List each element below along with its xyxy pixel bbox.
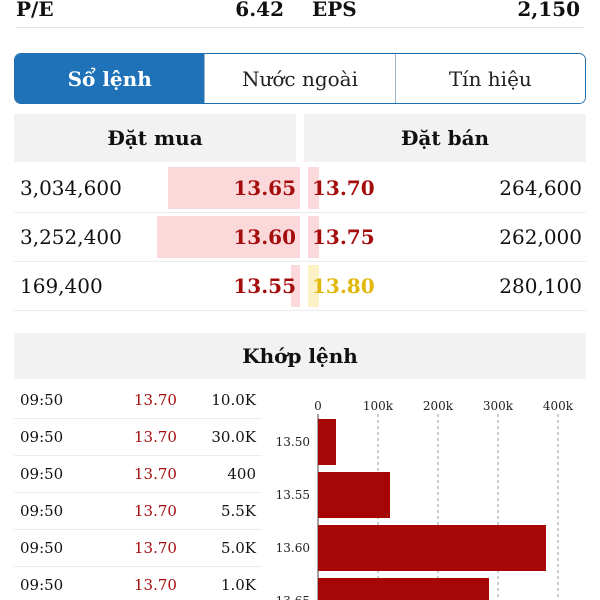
trade-time: 09:50 (20, 428, 64, 446)
sell-side: 13.75 262,000 (308, 213, 586, 261)
trade-volume: 30.0K (211, 428, 256, 446)
sell-volume: 262,000 (499, 225, 582, 249)
sell-side: 13.70 264,600 (308, 164, 586, 212)
trade-row: 09:50 13.70 5.0K (14, 530, 262, 567)
buy-volume: 169,400 (20, 274, 103, 298)
trade-price: 13.70 (134, 391, 177, 409)
buy-side: 3,034,600 13.65 (14, 164, 300, 212)
trade-time: 09:50 (20, 391, 64, 409)
y-tick-label: 13.55 (276, 488, 310, 502)
x-tick-label: 300k (483, 399, 514, 413)
y-tick-label: 13.60 (276, 541, 310, 555)
trade-list: 09:50 13.70 10.0K 09:50 13.70 30.0K 09:5… (14, 382, 262, 600)
order-book-row[interactable]: 169,400 13.55 13.80 280,100 (14, 262, 586, 311)
sell-price: 13.75 (312, 225, 375, 249)
trade-volume: 1.0K (220, 576, 256, 594)
sell-volume: 264,600 (499, 176, 582, 200)
buy-volume-bar (168, 167, 300, 209)
y-tick-label: 13.65 (276, 594, 310, 600)
buy-volume: 3,034,600 (20, 176, 122, 200)
trade-price: 13.70 (134, 428, 177, 446)
buy-side: 169,400 13.55 (14, 262, 300, 310)
trade-volume: 5.5K (220, 502, 256, 520)
stats-row: P/E 6.42 EPS 2,150 (16, 0, 584, 28)
matching-header: Khớp lệnh (14, 333, 586, 379)
sell-volume-bar (308, 265, 320, 307)
trade-volume: 400 (227, 465, 256, 483)
stat-eps-value: 2,150 (517, 0, 580, 21)
order-book-row[interactable]: 3,252,400 13.60 13.75 262,000 (14, 213, 586, 262)
buy-header: Đặt mua (14, 114, 296, 162)
trade-row: 09:50 13.70 5.5K (14, 493, 262, 530)
trade-row: 09:50 13.70 400 (14, 456, 262, 493)
order-book-row[interactable]: 3,034,600 13.65 13.70 264,600 (14, 164, 586, 213)
sell-price: 13.80 (312, 274, 375, 298)
trade-price: 13.70 (134, 502, 177, 520)
chart-bar[interactable] (318, 525, 546, 571)
stat-eps-label: EPS (312, 0, 357, 21)
trade-volume: 10.0K (211, 391, 256, 409)
sell-volume-bar (308, 167, 320, 209)
trade-price: 13.70 (134, 465, 177, 483)
y-tick-label: 13.50 (276, 435, 310, 449)
volume-by-price-chart: 0 100k 200k 300k 400k 13.50 13.55 13.60 13.65 (276, 399, 574, 600)
tab-foreign[interactable]: Nước ngoài (204, 54, 395, 103)
buy-volume-bar (291, 265, 300, 307)
stat-pe: P/E 6.42 (16, 0, 298, 27)
tab-bar: Sổ lệnh Nước ngoài Tín hiệu (14, 53, 586, 104)
sell-side: 13.80 280,100 (308, 262, 586, 310)
buy-price: 13.55 (233, 274, 296, 298)
sell-price: 13.70 (312, 176, 375, 200)
trade-row: 09:50 13.70 30.0K (14, 419, 262, 456)
buy-price: 13.65 (233, 176, 296, 200)
trade-row: 09:50 13.70 10.0K (14, 382, 262, 419)
trade-row: 09:50 13.70 1.0K (14, 567, 262, 600)
trade-price: 13.70 (134, 539, 177, 557)
x-tick-label: 100k (363, 399, 394, 413)
stat-pe-label: P/E (16, 0, 54, 21)
chart-bar[interactable] (318, 472, 390, 518)
buy-volume-bar (157, 216, 300, 258)
buy-price: 13.60 (233, 225, 296, 249)
buy-volume: 3,252,400 (20, 225, 122, 249)
tab-signals[interactable]: Tín hiệu (394, 54, 585, 103)
trade-price: 13.70 (134, 576, 177, 594)
trade-time: 09:50 (20, 539, 64, 557)
trade-volume: 5.0K (220, 539, 256, 557)
trade-time: 09:50 (20, 576, 64, 594)
buy-side: 3,252,400 13.60 (14, 213, 300, 261)
trade-time: 09:50 (20, 502, 64, 520)
x-tick-label: 200k (423, 399, 454, 413)
chart-bar[interactable] (318, 419, 336, 465)
tab-order-book[interactable]: Sổ lệnh (15, 54, 205, 103)
sell-volume: 280,100 (499, 274, 582, 298)
trade-time: 09:50 (20, 465, 64, 483)
chart-bar[interactable] (318, 578, 489, 600)
stat-eps: EPS 2,150 (298, 0, 584, 27)
sell-volume-bar (308, 216, 320, 258)
stat-pe-value: 6.42 (235, 0, 284, 21)
x-tick-label: 400k (543, 399, 574, 413)
x-tick-label: 0 (314, 399, 322, 413)
sell-header: Đặt bán (304, 114, 586, 162)
